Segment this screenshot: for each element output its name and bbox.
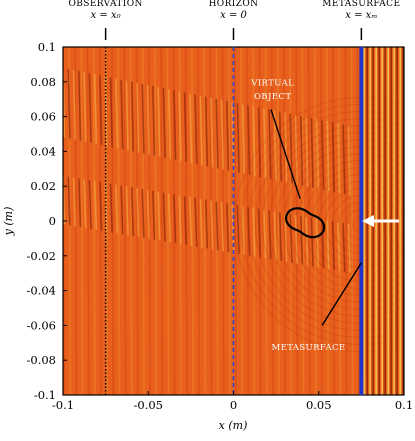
- y-tick-label: 0.06: [30, 110, 56, 124]
- interference-fringes: [63, 47, 404, 395]
- virtual-object-outline: [285, 207, 326, 239]
- x-axis-ticks: -0.1 -0.05 0 0.05 0.1: [52, 391, 413, 412]
- plot-area: [63, 47, 404, 395]
- horizon-subtitle: x = 0: [220, 10, 247, 21]
- observation-subtitle: x = x₀: [91, 10, 121, 21]
- metasurface-leader: [321, 262, 362, 326]
- y-tick-label: -0.06: [27, 318, 57, 332]
- y-tick-label: -0.02: [27, 249, 57, 263]
- x-tick-label: -0.05: [134, 398, 164, 412]
- y-tick-label: 0.08: [30, 75, 56, 89]
- arrow-head: [362, 215, 374, 227]
- y-tick-label: -0.1: [34, 388, 56, 402]
- metasurface-subtitle: x = xₘ: [345, 10, 377, 21]
- y-axis-ticks: 0.1 0.08 0.06 0.04 0.02 0 -0.02 -0.04 -0.06 -0.08…: [27, 40, 67, 402]
- observation-title: Observation: [68, 0, 142, 9]
- horizon-title: Horizon: [209, 0, 259, 9]
- y-tick-label: 0.04: [30, 144, 56, 158]
- virtual-object-leader: [270, 109, 301, 199]
- virtual-object-label-line2: Object: [254, 92, 291, 102]
- x-tick-label: 0.1: [395, 398, 413, 412]
- virtual-object-label-line1: Virtual: [250, 78, 294, 88]
- y-tick-label: 0: [49, 214, 56, 228]
- x-tick-label: 0.05: [306, 398, 332, 412]
- incident-wave-arrow: [362, 215, 399, 227]
- y-axis-label: y (m): [2, 207, 15, 237]
- x-axis-label: x (m): [219, 419, 248, 432]
- metasurface-label: Metasurface: [271, 343, 345, 353]
- y-tick-label: -0.08: [27, 353, 57, 367]
- metasurface-title: Metasurface: [322, 0, 400, 9]
- y-tick-label: 0.02: [30, 179, 56, 193]
- x-tick-label: -0.1: [52, 398, 74, 412]
- x-tick-label: 0: [230, 398, 237, 412]
- y-tick-label: 0.1: [38, 40, 56, 54]
- y-tick-label: -0.04: [27, 284, 57, 298]
